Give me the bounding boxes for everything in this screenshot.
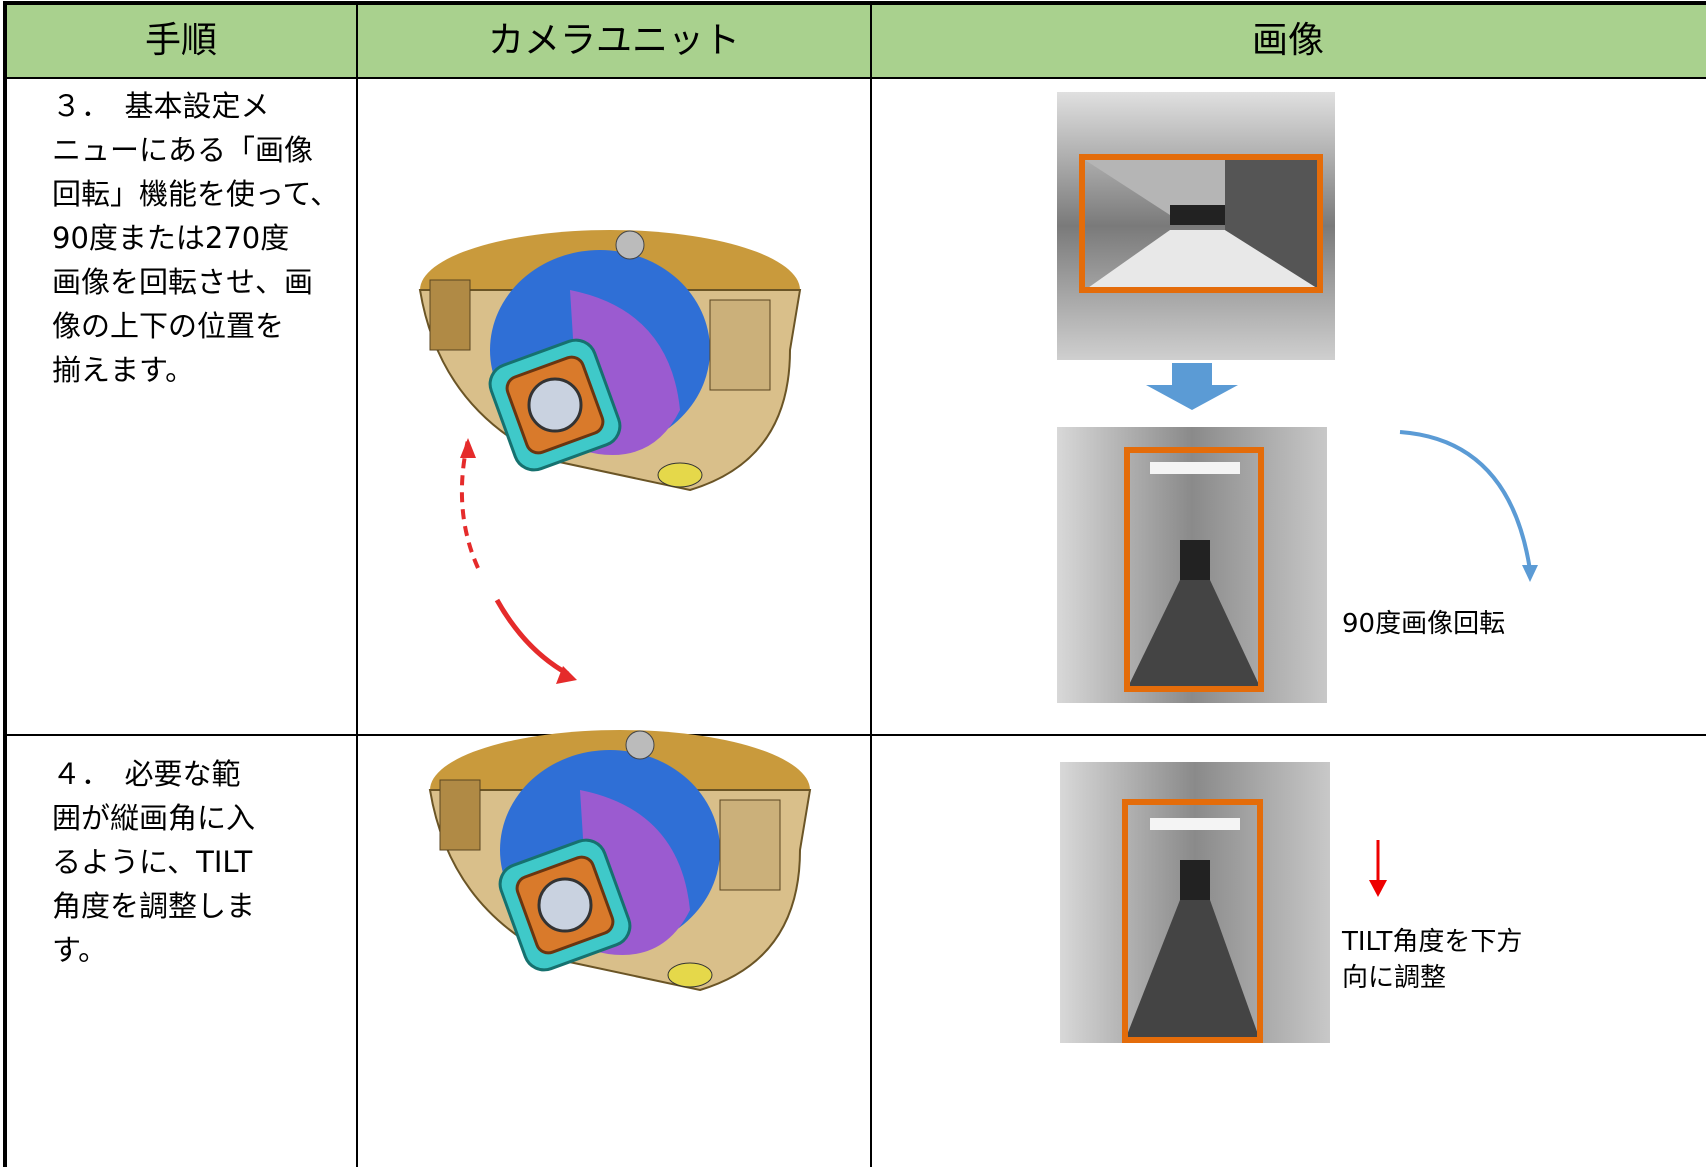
table-lines bbox=[3, 1, 1706, 1167]
step-text: 囲が縦画角に入 bbox=[52, 801, 255, 835]
arrow-head bbox=[460, 438, 476, 458]
step-text: 90度または270度 bbox=[52, 221, 289, 255]
step-text: ニューにある「画像 bbox=[52, 133, 313, 167]
header-cell: 画像 bbox=[1252, 20, 1324, 61]
corridor-image bbox=[1057, 92, 1335, 360]
tilt-arrow bbox=[494, 598, 570, 677]
camera-illustration bbox=[428, 728, 812, 992]
corridor-image bbox=[1057, 427, 1327, 703]
rotate-arrow bbox=[1399, 430, 1532, 571]
step-text: 回転」機能を使って、 bbox=[52, 177, 339, 211]
step-text: るように、TILT bbox=[52, 845, 253, 879]
camera-illustration bbox=[418, 228, 802, 492]
down-arrow bbox=[1146, 363, 1238, 410]
note-text: 向に調整 bbox=[1342, 963, 1446, 993]
header-row bbox=[5, 3, 1706, 78]
step-text: ３． 基本設定メ bbox=[52, 89, 270, 123]
header-cell: 手順 bbox=[145, 20, 217, 61]
arrow-head bbox=[1369, 880, 1387, 897]
corridor-image bbox=[1060, 762, 1330, 1043]
step-text: 揃えます。 bbox=[52, 353, 194, 387]
note-text: 90度画像回転 bbox=[1342, 609, 1505, 639]
step-text: 画像を回転させ、画 bbox=[52, 265, 313, 299]
step-text: 角度を調整しま bbox=[52, 889, 255, 923]
arrow-head bbox=[556, 666, 577, 684]
note-text: TILT角度を下方 bbox=[1341, 927, 1522, 957]
step-text: す。 bbox=[52, 933, 107, 967]
arrow-head bbox=[1522, 565, 1538, 582]
step-text: 像の上下の位置を bbox=[52, 309, 284, 343]
header-cell: カメラユニット bbox=[488, 20, 740, 61]
tilt-arrow bbox=[459, 439, 480, 569]
step-text: ４． 必要な範 bbox=[52, 757, 241, 791]
